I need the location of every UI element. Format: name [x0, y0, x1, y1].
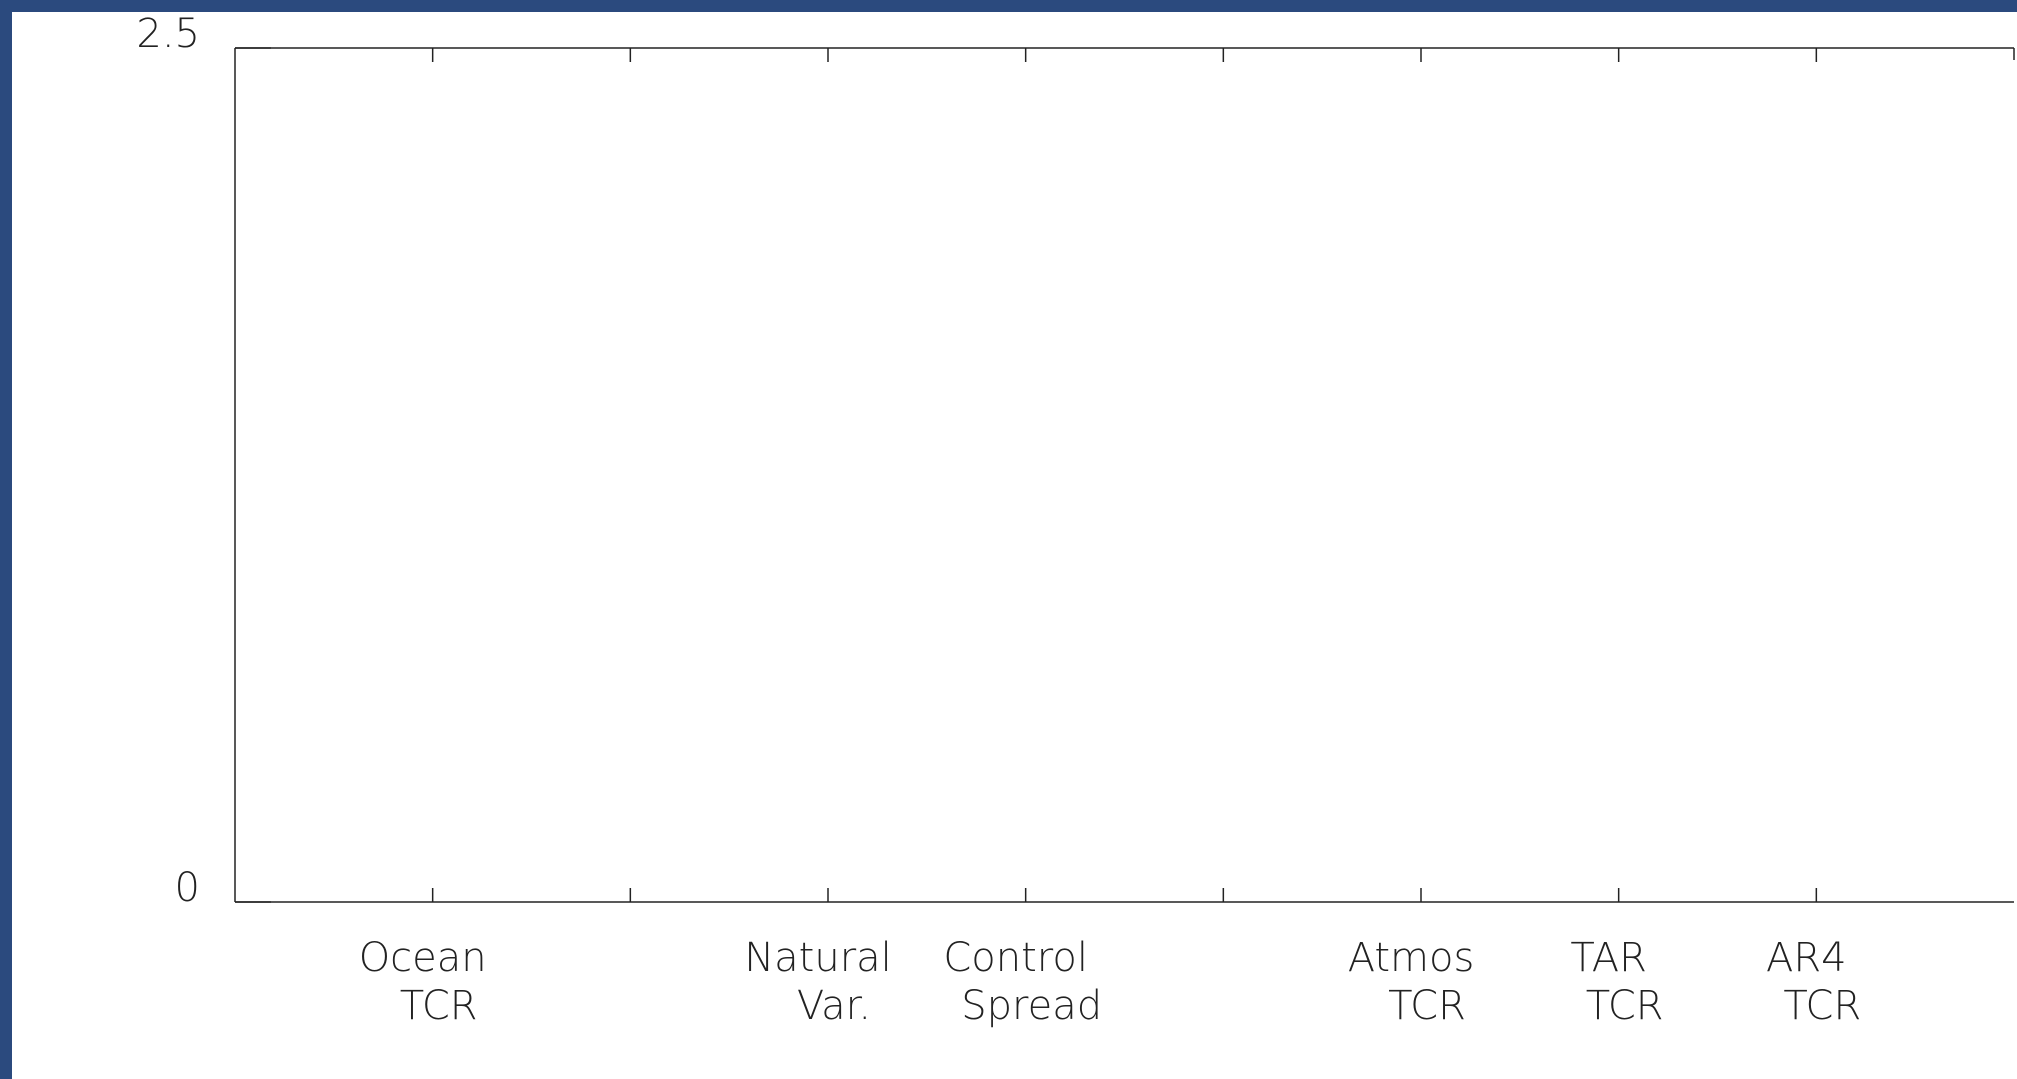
y-tick-label: 2.5: [136, 11, 200, 57]
x-tick-label: TCR: [1388, 983, 1466, 1029]
x-tick-label: Ocean: [359, 935, 487, 981]
x-tick-label: TCR: [400, 983, 478, 1029]
x-tick-label: AR4: [1766, 935, 1847, 981]
x-tick-label: Var.: [797, 983, 871, 1029]
x-tick-label: Control: [943, 935, 1088, 981]
plot-background: [12, 12, 2017, 1079]
x-tick-label: TCR: [1783, 983, 1861, 1029]
x-tick-label: TAR: [1570, 935, 1646, 981]
x-tick-label: Atmos: [1348, 935, 1475, 981]
x-tick-label: Spread: [961, 983, 1102, 1029]
x-tick-label: TCR: [1586, 983, 1664, 1029]
x-tick-label: Natural: [744, 935, 892, 981]
y-tick-label: 0: [175, 865, 200, 911]
